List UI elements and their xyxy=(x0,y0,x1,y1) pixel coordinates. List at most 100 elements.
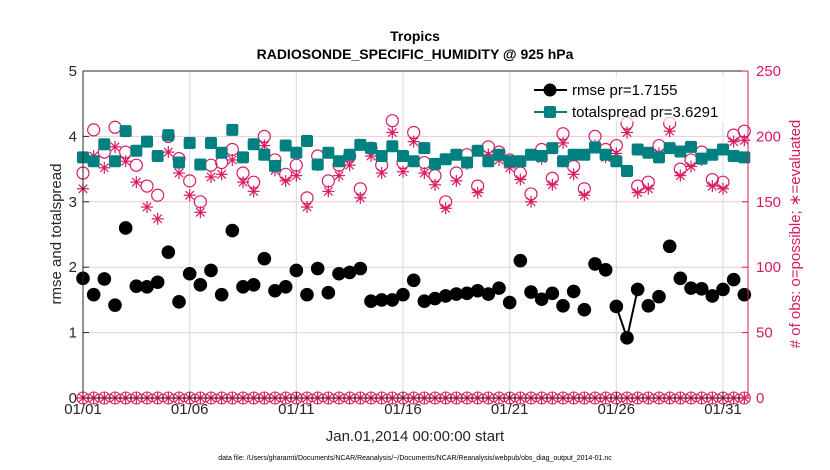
totalspread-point xyxy=(258,148,271,161)
y2-tick-label: 50 xyxy=(756,325,773,342)
rmse-point xyxy=(406,273,421,288)
asterisk-stroke xyxy=(249,186,259,196)
legend-totalspread-marker xyxy=(544,106,556,118)
rmse-point xyxy=(492,281,506,295)
totalspread-point xyxy=(482,155,495,168)
totalspread-point xyxy=(717,143,729,156)
y-axis-label: rmse and totalspread xyxy=(48,164,65,305)
totalspread-point xyxy=(375,150,388,163)
asterisk-stroke xyxy=(259,140,269,151)
rmse-point xyxy=(129,279,144,293)
asterisk-stroke xyxy=(99,163,109,173)
obs-possible-point xyxy=(140,179,154,193)
obs-evaluated-point xyxy=(301,201,313,214)
rmse-point xyxy=(118,221,133,235)
obs-possible-point xyxy=(151,188,165,202)
asterisk-stroke xyxy=(473,188,483,198)
totalspread-point xyxy=(354,138,367,151)
asterisk-stroke xyxy=(377,168,387,178)
chart-subtitle: RADIOSONDE_SPECIFIC_HUMIDITY @ 925 hPa xyxy=(257,46,574,62)
asterisk-stroke xyxy=(153,214,163,224)
rmse-point xyxy=(716,282,730,297)
obs-possible-point xyxy=(417,155,431,170)
totalspread-point xyxy=(119,125,132,138)
y-tick-label: 3 xyxy=(69,194,77,211)
rmse-point xyxy=(342,265,357,280)
totalspread-point xyxy=(162,129,175,142)
rmse-point xyxy=(353,261,368,276)
rmse-point xyxy=(236,280,250,294)
totalspread-point xyxy=(322,146,335,159)
y-tick-label: 2 xyxy=(69,259,77,276)
asterisk-stroke xyxy=(707,181,717,191)
rmse-point xyxy=(620,331,634,345)
totalspread-point xyxy=(311,158,324,171)
rmse-point xyxy=(417,294,432,309)
asterisk-stroke xyxy=(441,203,451,213)
obs-evaluated-point xyxy=(471,186,484,199)
asterisk-stroke xyxy=(686,161,696,172)
rmse-point xyxy=(193,278,208,292)
asterisk-stroke xyxy=(131,177,141,187)
y-tick-label: 4 xyxy=(69,128,77,145)
totalspread-point xyxy=(365,142,377,155)
obs-evaluated-point xyxy=(237,176,249,189)
y2-tick-label: 100 xyxy=(756,259,781,276)
asterisk-stroke xyxy=(430,180,440,190)
asterisk-stroke xyxy=(323,186,333,196)
asterisk-stroke xyxy=(163,147,173,157)
obs-possible-point xyxy=(385,114,399,128)
asterisk-stroke xyxy=(547,180,557,190)
obs-evaluated-point xyxy=(386,126,399,139)
totalspread-point xyxy=(205,136,217,149)
obs-evaluated-point xyxy=(567,168,580,181)
totalspread-point xyxy=(194,158,207,171)
totalspread-point xyxy=(535,150,548,163)
asterisk-stroke xyxy=(291,171,301,181)
obs-evaluated-point xyxy=(429,178,441,191)
totalspread-point xyxy=(514,155,527,168)
totalspread-point xyxy=(599,148,612,161)
asterisk-stroke xyxy=(398,167,408,177)
totalspread-point xyxy=(727,150,740,163)
totalspread-point xyxy=(237,151,249,164)
x-tick-label: 01/16 xyxy=(384,401,422,418)
totalspread-point xyxy=(706,148,719,161)
asterisk-stroke xyxy=(345,160,355,170)
rmse-point xyxy=(310,261,325,276)
obs-evaluated-point xyxy=(727,135,740,148)
rmse-point xyxy=(470,283,485,298)
obs-evaluated-point xyxy=(343,159,356,172)
totalspread-point xyxy=(471,144,484,157)
rmse-point xyxy=(150,275,165,290)
obs-possible-point xyxy=(129,158,143,172)
totalspread-point xyxy=(269,159,281,172)
totalspread-point xyxy=(439,153,452,166)
obs-evaluated-point xyxy=(333,169,345,182)
totalspread-point xyxy=(695,152,708,165)
obs-evaluated-point xyxy=(546,178,559,191)
legend-rmse-label: rmse pr=1.7155 xyxy=(572,82,677,99)
rmse-point xyxy=(598,263,613,277)
asterisk-stroke xyxy=(718,184,728,194)
asterisk-stroke xyxy=(334,171,344,181)
totalspread-point xyxy=(279,139,292,152)
rmse-point xyxy=(321,285,336,300)
asterisk-stroke xyxy=(174,168,184,178)
obs-evaluated-point xyxy=(663,125,676,138)
rmse-point xyxy=(97,272,112,286)
obs-possible-point xyxy=(321,174,335,188)
totalspread-point xyxy=(461,156,473,169)
obs-evaluated-point xyxy=(194,206,207,219)
rmse-point xyxy=(204,263,218,278)
obs-evaluated-point xyxy=(279,174,292,187)
totalspread-point xyxy=(567,148,580,161)
rmse-point xyxy=(726,272,741,287)
asterisk-stroke xyxy=(217,169,227,179)
rmse-point xyxy=(225,223,240,238)
obs-possible-point xyxy=(183,174,197,188)
rmse-point xyxy=(428,291,442,306)
totalspread-point xyxy=(151,150,164,163)
asterisk-stroke xyxy=(675,171,685,181)
rmse-point xyxy=(108,298,122,312)
